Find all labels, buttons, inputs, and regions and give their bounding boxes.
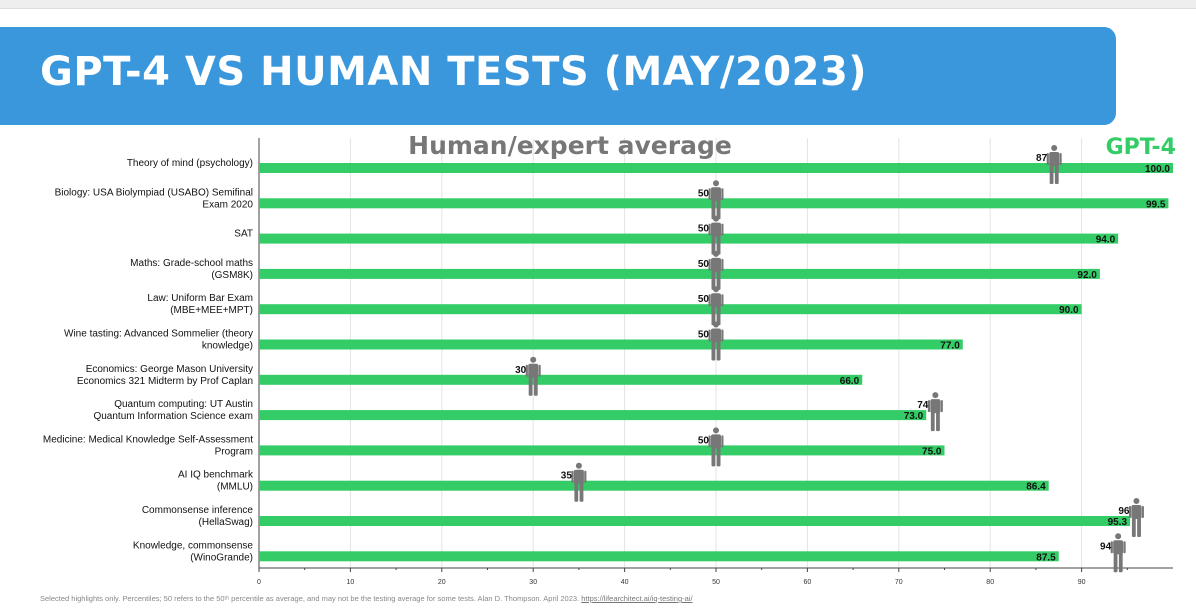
gpt4-bar — [259, 339, 963, 350]
human-value-label: 50 — [698, 435, 710, 446]
person-icon — [1128, 498, 1144, 537]
gpt4-value-label: 77.0 — [940, 341, 960, 352]
category-label: Quantum computing: UT Austin Quantum Info… — [93, 399, 253, 422]
top-rule — [0, 0, 1196, 9]
category-label-line: (MMLU) — [217, 482, 253, 493]
human-value-label: 74 — [917, 400, 929, 411]
gpt4-bar — [259, 445, 945, 456]
legend-human-label: Human/expert average — [408, 131, 732, 160]
person-icon — [708, 427, 724, 467]
gpt4-value-label: 100.0 — [1145, 164, 1170, 175]
human-value-label: 50 — [698, 188, 710, 199]
category-label-line: Wine tasting: Advanced Sommelier (theory — [64, 329, 253, 340]
x-tick-label: 40 — [621, 579, 629, 586]
category-label-line: (MBE+MEE+MPT) — [170, 305, 253, 316]
gpt4-bar — [259, 551, 1059, 562]
person-icon — [927, 392, 943, 432]
category-label-line: Medicine: Medical Knowledge Self-Assessm… — [43, 434, 253, 445]
category-label-line: knowledge) — [202, 341, 253, 352]
category-label: Commonsense inference (HellaSwag) — [142, 505, 254, 528]
category-label-line: Exam 2020 — [202, 199, 253, 210]
gpt4-value-label: 66.0 — [840, 376, 860, 387]
x-tick-label: 10 — [347, 579, 355, 586]
human-value-label: 30 — [515, 365, 527, 376]
person-icon — [525, 356, 541, 396]
person-icon — [708, 215, 724, 255]
human-value-label: 50 — [698, 259, 710, 270]
category-label: SAT — [234, 229, 253, 240]
gpt4-vs-human-bar-chart: 0 10 20 30 40 50 60 70 80 90 Human/expert average G… — [43, 131, 1176, 586]
x-tick-label: 80 — [986, 579, 994, 586]
category-label: AI IQ benchmark (MMLU) — [178, 470, 254, 493]
person-icon — [1110, 533, 1126, 573]
person-icon — [708, 321, 724, 361]
category-label-line: (GSM8K) — [211, 270, 253, 281]
legend-gpt4-label: GPT-4 — [1106, 135, 1176, 160]
gpt4-bar — [259, 268, 1100, 279]
title-banner: GPT-4 VS HUMAN TESTS (MAY/2023) — [0, 27, 1116, 125]
category-label-line: Economics 321 Midterm by Prof Caplan — [77, 376, 253, 387]
category-label-line: (WinoGrande) — [190, 552, 253, 563]
gpt4-value-label: 86.4 — [1026, 482, 1046, 493]
person-icon — [708, 250, 724, 290]
category-label-line: AI IQ benchmark — [178, 470, 254, 481]
gpt4-value-label: 87.5 — [1036, 552, 1056, 563]
category-label-line: (HellaSwag) — [199, 517, 253, 528]
gpt4-bar — [259, 233, 1119, 244]
x-tick-label: 70 — [895, 579, 903, 586]
human-value-label: 87 — [1036, 153, 1048, 164]
page-title: GPT-4 VS HUMAN TESTS (MAY/2023) — [40, 49, 868, 95]
category-label: Theory of mind (psychology) — [127, 158, 253, 169]
x-tick-label: 90 — [1078, 579, 1086, 586]
human-value-label: 50 — [698, 294, 710, 305]
x-tick-label: 50 — [712, 579, 720, 586]
category-label-line: Knowledge, commonsense — [133, 540, 254, 551]
footer-note-text: Selected highlights only. Percentiles; 5… — [40, 594, 582, 603]
gpt4-bar — [259, 163, 1173, 173]
gpt4-value-label: 73.0 — [904, 411, 924, 422]
category-label: Maths: Grade-school maths (GSM8K) — [130, 258, 253, 281]
category-label-line: Commonsense inference — [142, 505, 254, 516]
x-tick-label: 30 — [529, 579, 537, 586]
x-tick-label: 0 — [257, 579, 261, 586]
category-label: Biology: USA Biolympiad (USABO) Semifina… — [55, 187, 254, 210]
x-tick-label: 20 — [438, 579, 446, 586]
person-icon — [708, 286, 724, 326]
person-icon — [708, 180, 724, 220]
gpt4-value-label: 75.0 — [922, 446, 942, 457]
category-label-line: Economics: George Mason University — [86, 364, 253, 375]
category-label: Medicine: Medical Knowledge Self-Assessm… — [43, 434, 253, 457]
category-label-line: Maths: Grade-school maths — [130, 258, 253, 269]
human-value-label: 35 — [561, 471, 573, 482]
category-label-line: Program — [215, 446, 253, 457]
category-label-line: Law: Uniform Bar Exam — [147, 293, 253, 304]
category-label-line: Quantum computing: UT Austin — [114, 399, 253, 410]
x-tick-label: 60 — [804, 579, 812, 586]
category-label: Law: Uniform Bar Exam (MBE+MEE+MPT) — [147, 293, 253, 316]
category-label: Wine tasting: Advanced Sommelier (theory… — [64, 329, 253, 352]
gpt4-bar — [259, 480, 1049, 491]
human-value-label: 50 — [698, 224, 710, 235]
footer-note: Selected highlights only. Percentiles; 5… — [40, 594, 693, 603]
person-icon — [1046, 145, 1062, 184]
gpt4-bar — [259, 374, 863, 385]
human-value-label: 94 — [1100, 541, 1112, 552]
gpt4-value-label: 92.0 — [1077, 270, 1097, 281]
gpt4-value-label: 90.0 — [1059, 305, 1079, 316]
category-label-line: Biology: USA Biolympiad (USABO) Semifina… — [55, 187, 253, 198]
category-label: Knowledge, commonsense (WinoGrande) — [133, 540, 254, 563]
gpt4-value-label: 99.5 — [1146, 199, 1166, 210]
human-value-label: 50 — [698, 330, 710, 341]
gpt4-bar — [259, 304, 1082, 315]
category-label: Economics: George Mason University Econom… — [77, 364, 253, 387]
category-label-line: Quantum Information Science exam — [93, 411, 253, 422]
source-link[interactable]: https://lifearchitect.ai/iq-testing-ai/ — [581, 594, 693, 603]
human-value-label: 96 — [1118, 506, 1130, 517]
person-icon — [571, 462, 587, 502]
gpt4-bar — [259, 410, 927, 421]
gpt4-value-label: 94.0 — [1096, 235, 1116, 246]
gpt4-bar — [259, 516, 1131, 526]
gpt4-value-label: 95.3 — [1108, 517, 1128, 528]
